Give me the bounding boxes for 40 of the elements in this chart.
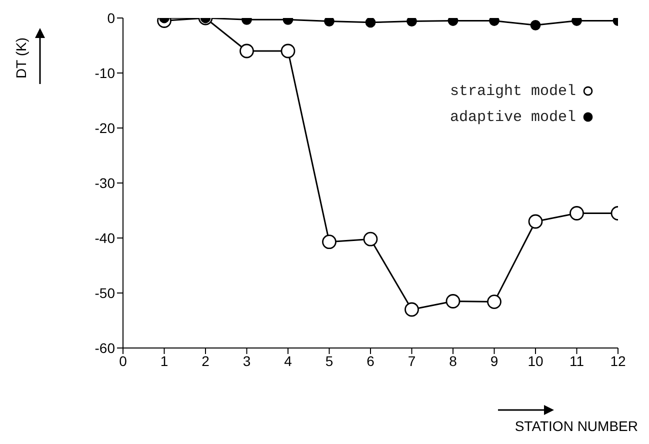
- x-tick-label: 11: [569, 352, 584, 369]
- x-tick-label: 4: [284, 352, 292, 369]
- x-axis-title: STATION NUMBER: [514, 418, 638, 434]
- point: [324, 18, 334, 26]
- y-tick-label: -50: [94, 284, 116, 301]
- x-tick-label: 8: [449, 352, 458, 369]
- x-tick-label: 3: [242, 352, 251, 369]
- x-tick-label: 6: [366, 352, 375, 369]
- x-tick-label: 5: [325, 352, 334, 369]
- point: [572, 18, 582, 26]
- x-tick-label: 7: [408, 352, 416, 369]
- point: [528, 214, 543, 229]
- point: [280, 44, 296, 58]
- point: [489, 18, 500, 26]
- point: [365, 18, 376, 28]
- point: [322, 234, 336, 250]
- x-tick-label: 2: [202, 352, 210, 369]
- x-tick-label: 0: [119, 352, 128, 369]
- y-tick-label: -20: [94, 120, 116, 136]
- y-tick-label: -10: [94, 64, 116, 81]
- point: [446, 294, 460, 308]
- x-tick-label: 10: [528, 352, 544, 369]
- y-axis-title: DT (K): [13, 38, 29, 78]
- x-tick-label: 9: [490, 352, 498, 369]
- y-tick-label: -40: [94, 230, 116, 246]
- y-tick-label: -30: [94, 174, 116, 191]
- legend-label: straight model: [450, 82, 576, 100]
- point: [570, 206, 584, 220]
- x-tick-label: 12: [610, 352, 626, 369]
- point: [363, 232, 378, 246]
- point: [240, 44, 254, 58]
- point: [487, 294, 502, 309]
- point: [404, 302, 419, 317]
- point: [406, 18, 417, 26]
- point: [530, 20, 541, 30]
- legend-label: adaptive model: [450, 108, 576, 126]
- y-tick-label: -60: [94, 340, 116, 356]
- x-tick-label: 1: [160, 352, 168, 369]
- y-tick-label: 0: [107, 10, 116, 26]
- point: [448, 18, 458, 26]
